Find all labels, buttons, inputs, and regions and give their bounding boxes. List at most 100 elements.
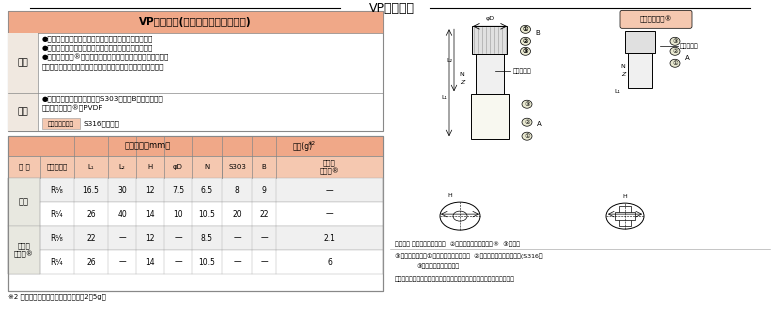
Text: ③: ③	[524, 102, 530, 107]
Text: 10: 10	[173, 210, 183, 219]
Text: —: —	[118, 258, 125, 267]
Bar	[628, 53, 652, 88]
Text: 6.5: 6.5	[201, 185, 213, 195]
Ellipse shape	[453, 211, 467, 221]
Text: —: —	[260, 234, 268, 243]
Text: —: —	[325, 185, 333, 195]
Text: 26: 26	[86, 210, 96, 219]
Text: H: H	[622, 194, 627, 199]
Text: N: N	[459, 72, 464, 77]
Bar	[619, 206, 631, 226]
Bar	[8, 178, 383, 202]
Text: —: —	[233, 258, 241, 267]
Text: 2.1: 2.1	[324, 234, 336, 243]
Text: ③: ③	[672, 39, 678, 44]
Text: 材質: 材質	[17, 108, 28, 117]
Ellipse shape	[521, 47, 531, 55]
Bar	[8, 250, 383, 274]
Text: H: H	[147, 164, 153, 170]
Text: L₂: L₂	[446, 58, 452, 63]
Text: R¹⁄₄: R¹⁄₄	[51, 210, 64, 219]
Ellipse shape	[522, 118, 532, 126]
Text: B: B	[535, 30, 540, 36]
Bar	[8, 11, 383, 131]
Text: ③: ③	[523, 49, 528, 54]
Bar	[8, 226, 383, 250]
Text: オプション材質: オプション材質	[48, 121, 74, 126]
Text: ネジサイズ: ネジサイズ	[513, 68, 532, 74]
Text: 質量(g): 質量(g)	[292, 142, 313, 151]
Bar	[8, 93, 38, 131]
Bar	[615, 212, 635, 220]
Text: —: —	[174, 258, 182, 267]
Text: 14: 14	[145, 258, 154, 267]
Bar	[8, 202, 383, 226]
Text: ●ノズル本体の噴口部にセラミックを使用した一体形。
●ストレーナーは小頭量品に標準装備。取外しも可能。
●セルティーム®はセラミック製噴口を強じんなエンジニアリ: ●ノズル本体の噴口部にセラミックを使用した一体形。 ●ストレーナーは小頭量品に標…	[42, 35, 169, 70]
Text: —: —	[233, 234, 241, 243]
Text: ※2: ※2	[307, 141, 316, 146]
Bar	[8, 226, 383, 250]
Bar	[8, 33, 38, 93]
Text: 9: 9	[262, 185, 267, 195]
Text: S316、その他: S316、その他	[83, 120, 119, 127]
Text: 22: 22	[86, 234, 96, 243]
Text: L₁: L₁	[614, 89, 620, 94]
Ellipse shape	[522, 132, 532, 140]
Text: 外形寸法（mm）: 外形寸法（mm）	[125, 142, 171, 151]
Text: R¹⁄₈: R¹⁄₈	[51, 185, 64, 195]
Text: H: H	[448, 193, 452, 198]
Text: ※2 ストレーナー付きの場合、質量は2〜5g増: ※2 ストレーナー付きの場合、質量は2〜5g増	[8, 293, 106, 300]
Bar	[8, 136, 383, 156]
Text: Ⓐノズル Ⓑセラミックチップ  ②接着剤：アラルダイト®  ③本体）: Ⓐノズル Ⓑセラミックチップ ②接着剤：アラルダイト® ③本体）	[395, 241, 520, 247]
Ellipse shape	[440, 202, 480, 230]
Text: φD: φD	[173, 164, 183, 170]
Text: R¹⁄₈: R¹⁄₈	[51, 234, 64, 243]
Bar	[8, 178, 40, 226]
Text: VPシリーズ: VPシリーズ	[369, 2, 415, 15]
Text: —: —	[325, 210, 333, 219]
Text: —: —	[118, 234, 125, 243]
Text: 金属: 金属	[19, 198, 29, 207]
Text: ②: ②	[672, 49, 678, 54]
Ellipse shape	[521, 37, 531, 45]
Text: 20: 20	[232, 210, 241, 219]
Text: —: —	[174, 234, 182, 243]
Text: ②: ②	[523, 39, 528, 44]
Text: 12: 12	[145, 234, 154, 243]
Text: ①: ①	[523, 27, 528, 32]
Text: 本 体: 本 体	[19, 164, 29, 170]
Text: ③ストレーナーキャップ: ③ストレーナーキャップ	[417, 263, 460, 269]
Text: ③: ③	[523, 49, 528, 54]
Text: 22: 22	[260, 210, 269, 219]
Text: 構造: 構造	[17, 59, 28, 68]
Bar	[8, 250, 383, 274]
Text: —: —	[260, 258, 268, 267]
Text: ネジサイズ: ネジサイズ	[680, 43, 699, 49]
Text: ③ストレーナー（①ストレーナーホルダー  ②ストレーナースクリーン(S316）: ③ストレーナー（①ストレーナーホルダー ②ストレーナースクリーン(S316）	[395, 253, 543, 259]
Bar	[8, 11, 383, 33]
Text: VPシリーズ(セラミックチップ入り): VPシリーズ(セラミックチップ入り)	[140, 17, 252, 27]
Bar	[42, 118, 80, 129]
Ellipse shape	[670, 37, 680, 45]
Text: 40: 40	[117, 210, 127, 219]
Text: ②: ②	[523, 39, 528, 44]
Text: Z: Z	[621, 72, 625, 77]
Bar	[476, 54, 504, 94]
Text: ①: ①	[672, 61, 678, 66]
Text: 10.5: 10.5	[198, 258, 216, 267]
Text: ●セラミック噴口部の他は、S303またはB（真ちゅう）
　セルティーム®はPVDF: ●セラミック噴口部の他は、S303またはB（真ちゅう） セルティーム®はPVDF	[42, 95, 164, 112]
Text: 6: 6	[327, 258, 332, 267]
Bar	[8, 136, 383, 291]
Bar	[8, 226, 40, 274]
Text: 10.5: 10.5	[198, 210, 216, 219]
Text: L₁: L₁	[88, 164, 94, 170]
Bar	[471, 94, 509, 139]
Ellipse shape	[522, 100, 532, 108]
FancyBboxPatch shape	[620, 10, 692, 28]
Text: A: A	[537, 121, 542, 127]
Text: 30: 30	[117, 185, 127, 195]
Bar	[473, 26, 507, 54]
Text: A: A	[685, 55, 690, 61]
Text: S303: S303	[228, 164, 246, 170]
Text: φD: φD	[485, 16, 495, 21]
